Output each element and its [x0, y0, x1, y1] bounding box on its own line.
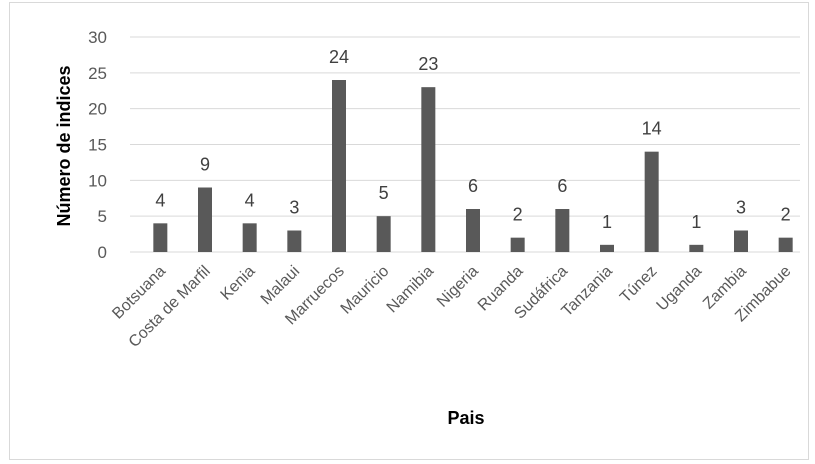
- x-category-label: Kenia: [218, 263, 259, 304]
- chart-frame: [9, 2, 809, 460]
- bar-namibia: [421, 87, 436, 253]
- bar-costa-de-marfil: [198, 187, 212, 252]
- data-label: 6: [557, 176, 567, 196]
- y-tick-label: 5: [98, 207, 107, 226]
- data-label: 4: [155, 190, 165, 210]
- data-label: 1: [691, 212, 701, 232]
- bar-uganda: [689, 244, 704, 252]
- x-category-label: Mauricio: [338, 263, 393, 318]
- x-category-label: Costa de Marfil: [126, 263, 214, 351]
- x-category-label: Namibia: [384, 263, 438, 317]
- data-label: 5: [379, 183, 389, 203]
- data-label: 4: [245, 190, 255, 210]
- y-tick-label: 25: [88, 64, 107, 83]
- bar-nigeria: [466, 209, 480, 252]
- data-label: 24: [329, 47, 349, 67]
- bar-zimbabue: [778, 237, 793, 252]
- data-label: 9: [200, 155, 210, 175]
- y-tick-label: 15: [88, 136, 107, 155]
- x-category-label: Túnez: [617, 263, 660, 306]
- bar-sudáfrica: [555, 209, 570, 252]
- data-label: 3: [289, 198, 299, 218]
- data-label: 2: [781, 205, 791, 225]
- y-axis-ticks: 0 5 10 15 20 25 30: [88, 28, 107, 262]
- y-tick-label: 0: [98, 243, 107, 262]
- data-label: 14: [642, 119, 662, 139]
- bar-zambia: [734, 230, 748, 252]
- bar-malaui: [287, 230, 302, 252]
- bar-botsuana: [153, 223, 168, 252]
- bars: [153, 80, 793, 253]
- data-label: 3: [736, 198, 746, 218]
- bar-ruanda: [510, 237, 525, 252]
- bar-mauricio: [376, 216, 391, 252]
- bar-tanzania: [600, 244, 614, 252]
- y-axis-title: Número de indices: [54, 65, 74, 226]
- y-tick-label: 10: [88, 171, 107, 190]
- data-label: 6: [468, 176, 478, 196]
- y-tick-label: 20: [88, 100, 107, 119]
- y-tick-label: 30: [88, 28, 107, 47]
- x-axis-title: Pais: [447, 408, 484, 428]
- data-label: 1: [602, 212, 612, 232]
- bar-túnez: [644, 151, 659, 252]
- data-label: 2: [513, 205, 523, 225]
- bar-marruecos: [332, 80, 346, 252]
- bar-kenia: [242, 223, 257, 252]
- data-label: 23: [418, 54, 438, 74]
- gridlines: [130, 36, 800, 253]
- x-category-label: Uganda: [654, 263, 706, 315]
